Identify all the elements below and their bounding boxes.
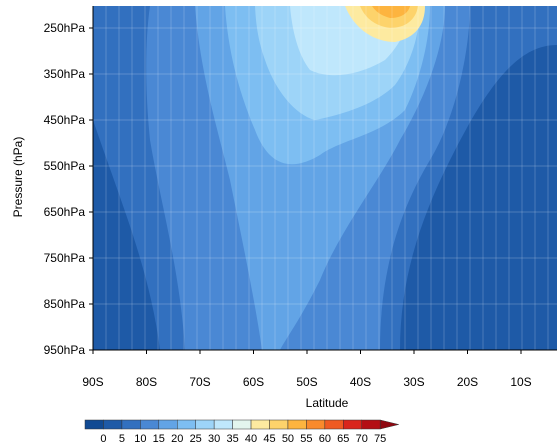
colorbar-label: 15 [153,433,165,445]
colorbar-label: 70 [356,433,368,445]
y-tick-label: 450hPa [44,113,86,127]
colorbar-cell [195,419,215,430]
y-tick-label: 850hPa [44,297,86,311]
colorbar-label: 20 [171,433,183,445]
x-axis: 90S80S70S60S50S40S30S20S10S0 [82,349,557,389]
y-tick-label: 950hPa [44,343,86,357]
colorbar-cell [213,419,233,430]
colorbar-label: 0 [100,433,106,445]
x-tick-label: 30S [403,375,424,389]
x-tick-label: 60S [243,375,264,389]
y-tick-label: 750hPa [44,251,86,265]
colorbar-label: 55 [300,433,312,445]
x-tick-label: 50S [296,375,317,389]
colorbar-cell [103,419,123,430]
contour-level-55 [372,6,410,18]
colorbar-label: 50 [282,433,294,445]
colorbar-label: 65 [337,433,349,445]
colorbar-cell [269,419,289,430]
y-tick-label: 250hPa [44,21,86,35]
x-tick-label: 40S [350,375,371,389]
colorbar-cell [232,419,252,430]
colorbar-cell [250,419,270,430]
x-tick-label: 90S [82,375,103,389]
colorbar-cell [140,419,160,430]
colorbar-label: 30 [208,433,220,445]
gridlines [93,6,557,350]
colorbar-cell [121,419,141,430]
colorbar-cell [177,419,196,430]
colorbar-arrow-cell [379,419,399,430]
colorbar-cell [361,419,381,430]
colorbar-cell [158,419,178,430]
colorbar-label: 35 [226,433,238,445]
x-tick-label: 70S [189,375,210,389]
colorbar-cell [306,419,326,430]
colorbar: 0 5 10 15 20 25 30 35 40 45 50 55 60 65 70 75 [84,419,399,445]
y-axis-title: Pressure (hPa) [11,137,25,218]
y-tick-label: 350hPa [44,67,86,81]
colorbar-label: 25 [190,433,202,445]
x-tick-label: 10S [510,375,531,389]
x-tick-label: 20S [457,375,478,389]
colorbar-label: 60 [319,433,331,445]
colorbar-label: 45 [263,433,275,445]
y-tick-label: 550hPa [44,159,86,173]
colorbar-label: 75 [374,433,386,445]
colorbar-cell [287,419,307,430]
colorbar-label: 5 [119,433,125,445]
colorbar-label: 40 [245,433,257,445]
plot-area [93,6,557,350]
x-axis-title: Latitude [306,396,349,410]
y-axis: 250hPa 350hPa 450hPa 550hPa 650hPa 750hPa 850h… [44,6,94,357]
colorbar-cell [343,419,362,430]
colorbar-cell [324,419,344,430]
y-tick-label: 650hPa [44,205,86,219]
colorbar-label: 10 [134,433,146,445]
colorbar-cell [84,419,104,430]
x-tick-label: 80S [136,375,157,389]
